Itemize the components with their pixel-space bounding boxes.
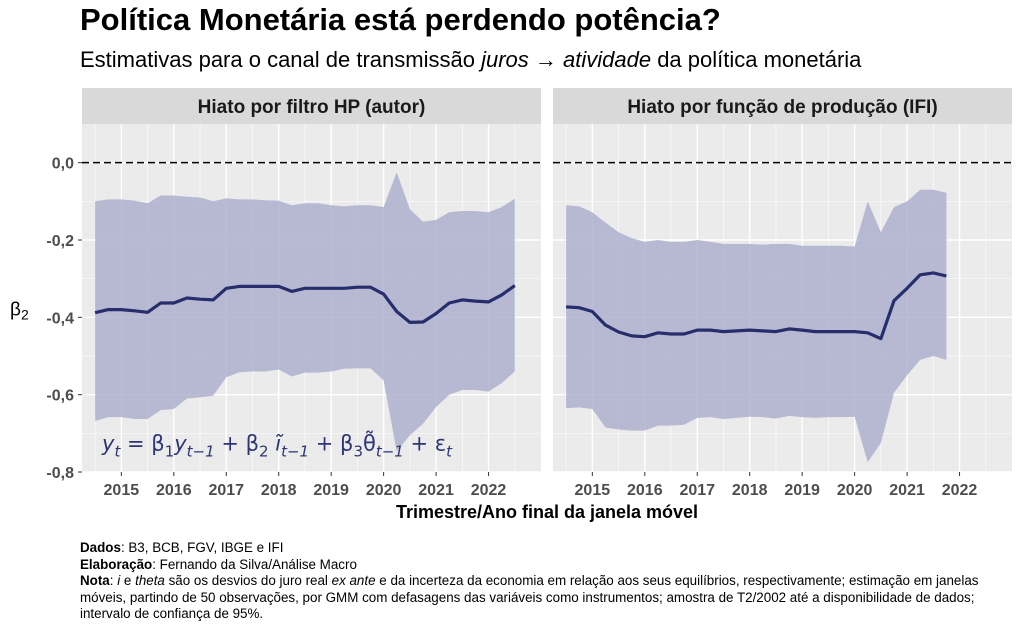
x-tick-label: 2015 [104,482,140,499]
chart-area: Hiato por filtro HP (autor) 2015 2016 2017 2… [10,88,1012,522]
x-axis-title: Trimestre/Ano final da janela móvel [396,502,698,522]
x-tick-label: 2017 [679,482,715,499]
x-tick-label: 2021 [889,482,925,499]
subtitle-italic-atividade: atividade [563,47,652,72]
confidence-ribbon [95,172,515,452]
x-tick-label: 2019 [313,482,349,499]
x-tick-label: 2017 [208,482,244,499]
estimate-line [94,284,516,324]
x-tick-label: 2020 [837,482,873,499]
x-tick-label: 2015 [575,482,611,499]
x-tick-label: 2019 [784,482,820,499]
subtitle-suffix: da política monetária [651,47,862,72]
equation-annotation: yt = β1yt−1 + β2 ĩt−1 + β3θ̃t−1 + εt [101,429,453,461]
y-tick-label: -0,6 [46,388,74,405]
panel-2: Hiato por função de produção (IFI) 2015 20… [553,88,1012,499]
chart-subtitle: Estimativas para o canal de transmissão … [80,47,861,73]
y-tick-label: -0,8 [46,465,74,482]
facet-strip-label: Hiato por função de produção (IFI) [627,97,937,118]
x-tick-label: 2022 [471,482,507,499]
caption-elaboracao: Elaboração: Fernando da Silva/Análise Ma… [80,556,357,572]
x-tick-label: 2018 [261,482,297,499]
x-tick-label: 2016 [156,482,192,499]
y-tick-label: 0,0 [52,156,74,173]
caption-nota: Nota: i e theta são os desvios do juro r… [80,573,979,622]
panel-1: Hiato por filtro HP (autor) 2015 2016 2017 2… [82,88,541,499]
facet-strip-label: Hiato por filtro HP (autor) [198,97,426,118]
y-tick-label: -0,2 [46,233,74,250]
subtitle-italic-juros: juros [481,47,529,72]
facet-strip [82,88,541,124]
confidence-ribbon [566,189,947,463]
x-tick-label: 2022 [942,482,978,499]
chart-title: Política Monetária está perdendo potênci… [80,2,721,37]
x-tick-label: 2016 [627,482,663,499]
x-tick-label: 2018 [732,482,768,499]
caption-dados: Dados: B3, BCB, FGV, IBGE e IFI [80,540,284,555]
x-tick-label: 2021 [418,482,454,499]
estimate-line [566,271,947,341]
x-tick-label: 2020 [366,482,402,499]
y-axis-title: β2 [10,300,29,323]
captions: Dados: B3, BCB, FGV, IBGE e IFI Elaboraç… [80,540,1020,623]
subtitle-arrow: → [528,47,563,72]
y-tick-label: -0,4 [46,310,74,327]
subtitle-prefix: Estimativas para o canal de transmissão [80,47,482,72]
facet-strip [553,88,1012,124]
